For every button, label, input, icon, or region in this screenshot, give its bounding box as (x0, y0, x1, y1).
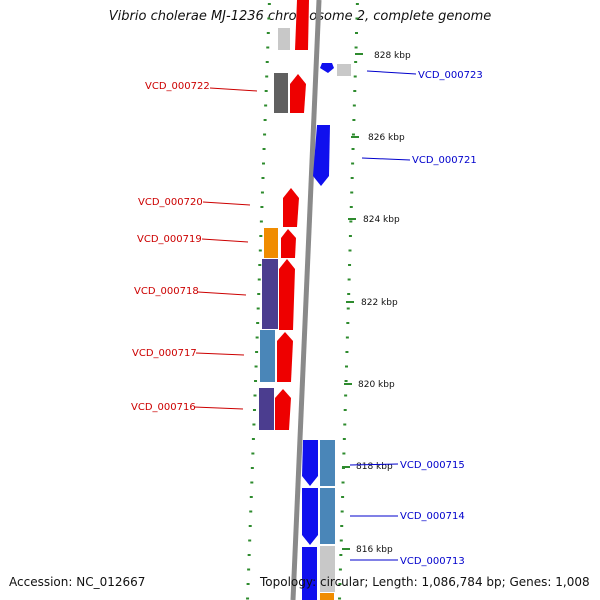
gene-cog-block[interactable] (260, 330, 275, 382)
gene-label-vcd-000722[interactable]: VCD_000722 (145, 81, 210, 92)
gene-label-vcd-000713[interactable]: VCD_000713 (400, 556, 465, 567)
kbp-tick-label: 828 kbp (374, 51, 411, 61)
reverse-gene-track (302, 63, 334, 600)
gene-label-vcd-000718[interactable]: VCD_000718 (134, 286, 199, 297)
kbp-tick-label: 824 kbp (363, 215, 400, 225)
gene-label-vcd-000716[interactable]: VCD_000716 (131, 402, 196, 413)
kbp-tick-label: 820 kbp (358, 380, 395, 390)
kbp-tick-label: 822 kbp (361, 298, 398, 308)
kbp-tick-label: 826 kbp (368, 133, 405, 143)
kbp-tick-label: 818 kbp (356, 462, 393, 472)
gene-label-vcd-000720[interactable]: VCD_000720 (138, 197, 203, 208)
gene-arrow[interactable] (281, 229, 296, 258)
gene-arrow[interactable] (290, 74, 306, 113)
gene-label-vcd-000723[interactable]: VCD_000723 (418, 70, 483, 81)
cog-reverse-track (320, 64, 351, 600)
gene-cog-block[interactable] (264, 228, 278, 258)
inner-tick-track (246, 3, 271, 600)
gene-cog-block[interactable] (320, 593, 334, 600)
gene-label-vcd-000719[interactable]: VCD_000719 (137, 234, 202, 245)
gene-cog-block[interactable] (320, 488, 335, 544)
gene-arrow[interactable] (302, 547, 317, 600)
kbp-tick-label: 816 kbp (356, 545, 393, 555)
gene-label-vcd-000714[interactable]: VCD_000714 (400, 511, 465, 522)
gene-arrow[interactable] (279, 259, 295, 330)
gene-label-vcd-000717[interactable]: VCD_000717 (132, 348, 197, 359)
gene-cog-block[interactable] (274, 73, 288, 113)
accession-text: Accession: NC_012667 (9, 575, 146, 589)
gene-label-vcd-000715[interactable]: VCD_000715 (400, 460, 465, 471)
gene-cog-block[interactable] (278, 28, 290, 50)
gene-arrow[interactable] (313, 125, 330, 186)
gene-arrow[interactable] (302, 488, 318, 545)
gene-cog-block[interactable] (320, 546, 335, 592)
kbp-scale: 816 kbp 818 kbp 820 kbp 822 kbp 824 kbp … (342, 51, 411, 555)
gene-arrow[interactable] (275, 389, 291, 430)
gene-arrow[interactable] (295, 0, 309, 50)
genome-backbone (290, 0, 322, 600)
outer-tick-track (338, 3, 359, 600)
forward-gene-labels: VCD_000722 VCD_000720 VCD_000719 VCD_000… (131, 81, 258, 413)
reverse-gene-labels: VCD_000723 VCD_000721 VCD_000715 VCD_000… (349, 70, 483, 567)
gene-arrow[interactable] (320, 63, 334, 73)
gene-cog-block[interactable] (259, 388, 274, 430)
cog-forward-track (259, 28, 290, 430)
genome-info-text: Topology: circular; Length: 1,086,784 bp… (260, 575, 590, 589)
gene-cog-block[interactable] (262, 259, 278, 329)
forward-gene-track (275, 0, 309, 430)
gene-cog-block[interactable] (337, 64, 351, 76)
gene-label-vcd-000721[interactable]: VCD_000721 (412, 155, 477, 166)
gene-cog-block[interactable] (320, 440, 335, 486)
gene-arrow[interactable] (283, 188, 299, 227)
gene-arrow[interactable] (277, 332, 293, 382)
gene-arrow[interactable] (302, 440, 318, 486)
